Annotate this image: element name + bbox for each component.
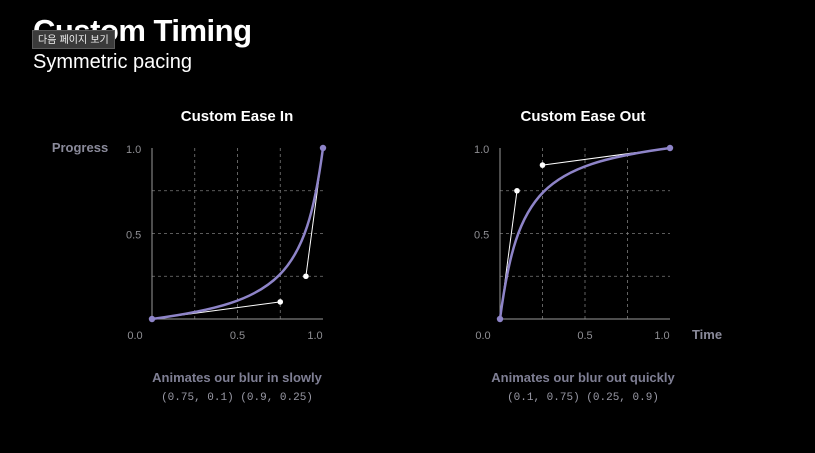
x-axis-label: Time bbox=[692, 327, 722, 342]
grid bbox=[500, 148, 670, 319]
x-tick-label: 0.0 bbox=[475, 330, 490, 342]
control-points-label: (0.1, 0.75) (0.25, 0.9) bbox=[507, 392, 659, 404]
chart-title: Custom Ease Out bbox=[520, 108, 645, 125]
x-tick-label: 0.5 bbox=[577, 330, 592, 342]
x-tick-label: 0.0 bbox=[127, 330, 142, 342]
tooltip: 다음 페이지 보기 bbox=[32, 30, 115, 49]
slide-subtitle: Symmetric pacing bbox=[33, 51, 192, 73]
x-tick-label: 1.0 bbox=[654, 330, 669, 342]
y-axis-label: Progress bbox=[52, 140, 108, 155]
chart-caption: Animates our blur in slowly bbox=[152, 370, 323, 385]
curve-start-point bbox=[496, 315, 504, 323]
y-tick-label: 1.0 bbox=[474, 144, 489, 156]
curve-end-point bbox=[666, 144, 674, 152]
chart-title: Custom Ease In bbox=[181, 108, 294, 125]
chart-ease-in: Custom Ease In Progress Animates our blu… bbox=[52, 108, 327, 404]
chart-ease-out: Custom Ease Out Time Animates our blur o… bbox=[474, 108, 722, 404]
curve-end-point bbox=[319, 144, 327, 152]
control-points-label: (0.75, 0.1) (0.9, 0.25) bbox=[161, 392, 313, 404]
bezier-curve bbox=[151, 147, 325, 321]
control-point bbox=[277, 299, 284, 305]
x-tick-label: 0.5 bbox=[230, 330, 245, 342]
y-tick-label: 1.0 bbox=[126, 144, 141, 156]
y-tick-label: 0.5 bbox=[126, 230, 141, 242]
grid bbox=[152, 148, 323, 319]
control-point bbox=[539, 162, 546, 168]
control-point bbox=[514, 187, 520, 194]
curve-start-point bbox=[148, 315, 156, 323]
control-point bbox=[303, 273, 309, 280]
bezier-curve bbox=[498, 146, 671, 320]
chart-caption: Animates our blur out quickly bbox=[491, 370, 675, 385]
y-tick-label: 0.5 bbox=[474, 230, 489, 242]
x-tick-label: 1.0 bbox=[307, 330, 322, 342]
